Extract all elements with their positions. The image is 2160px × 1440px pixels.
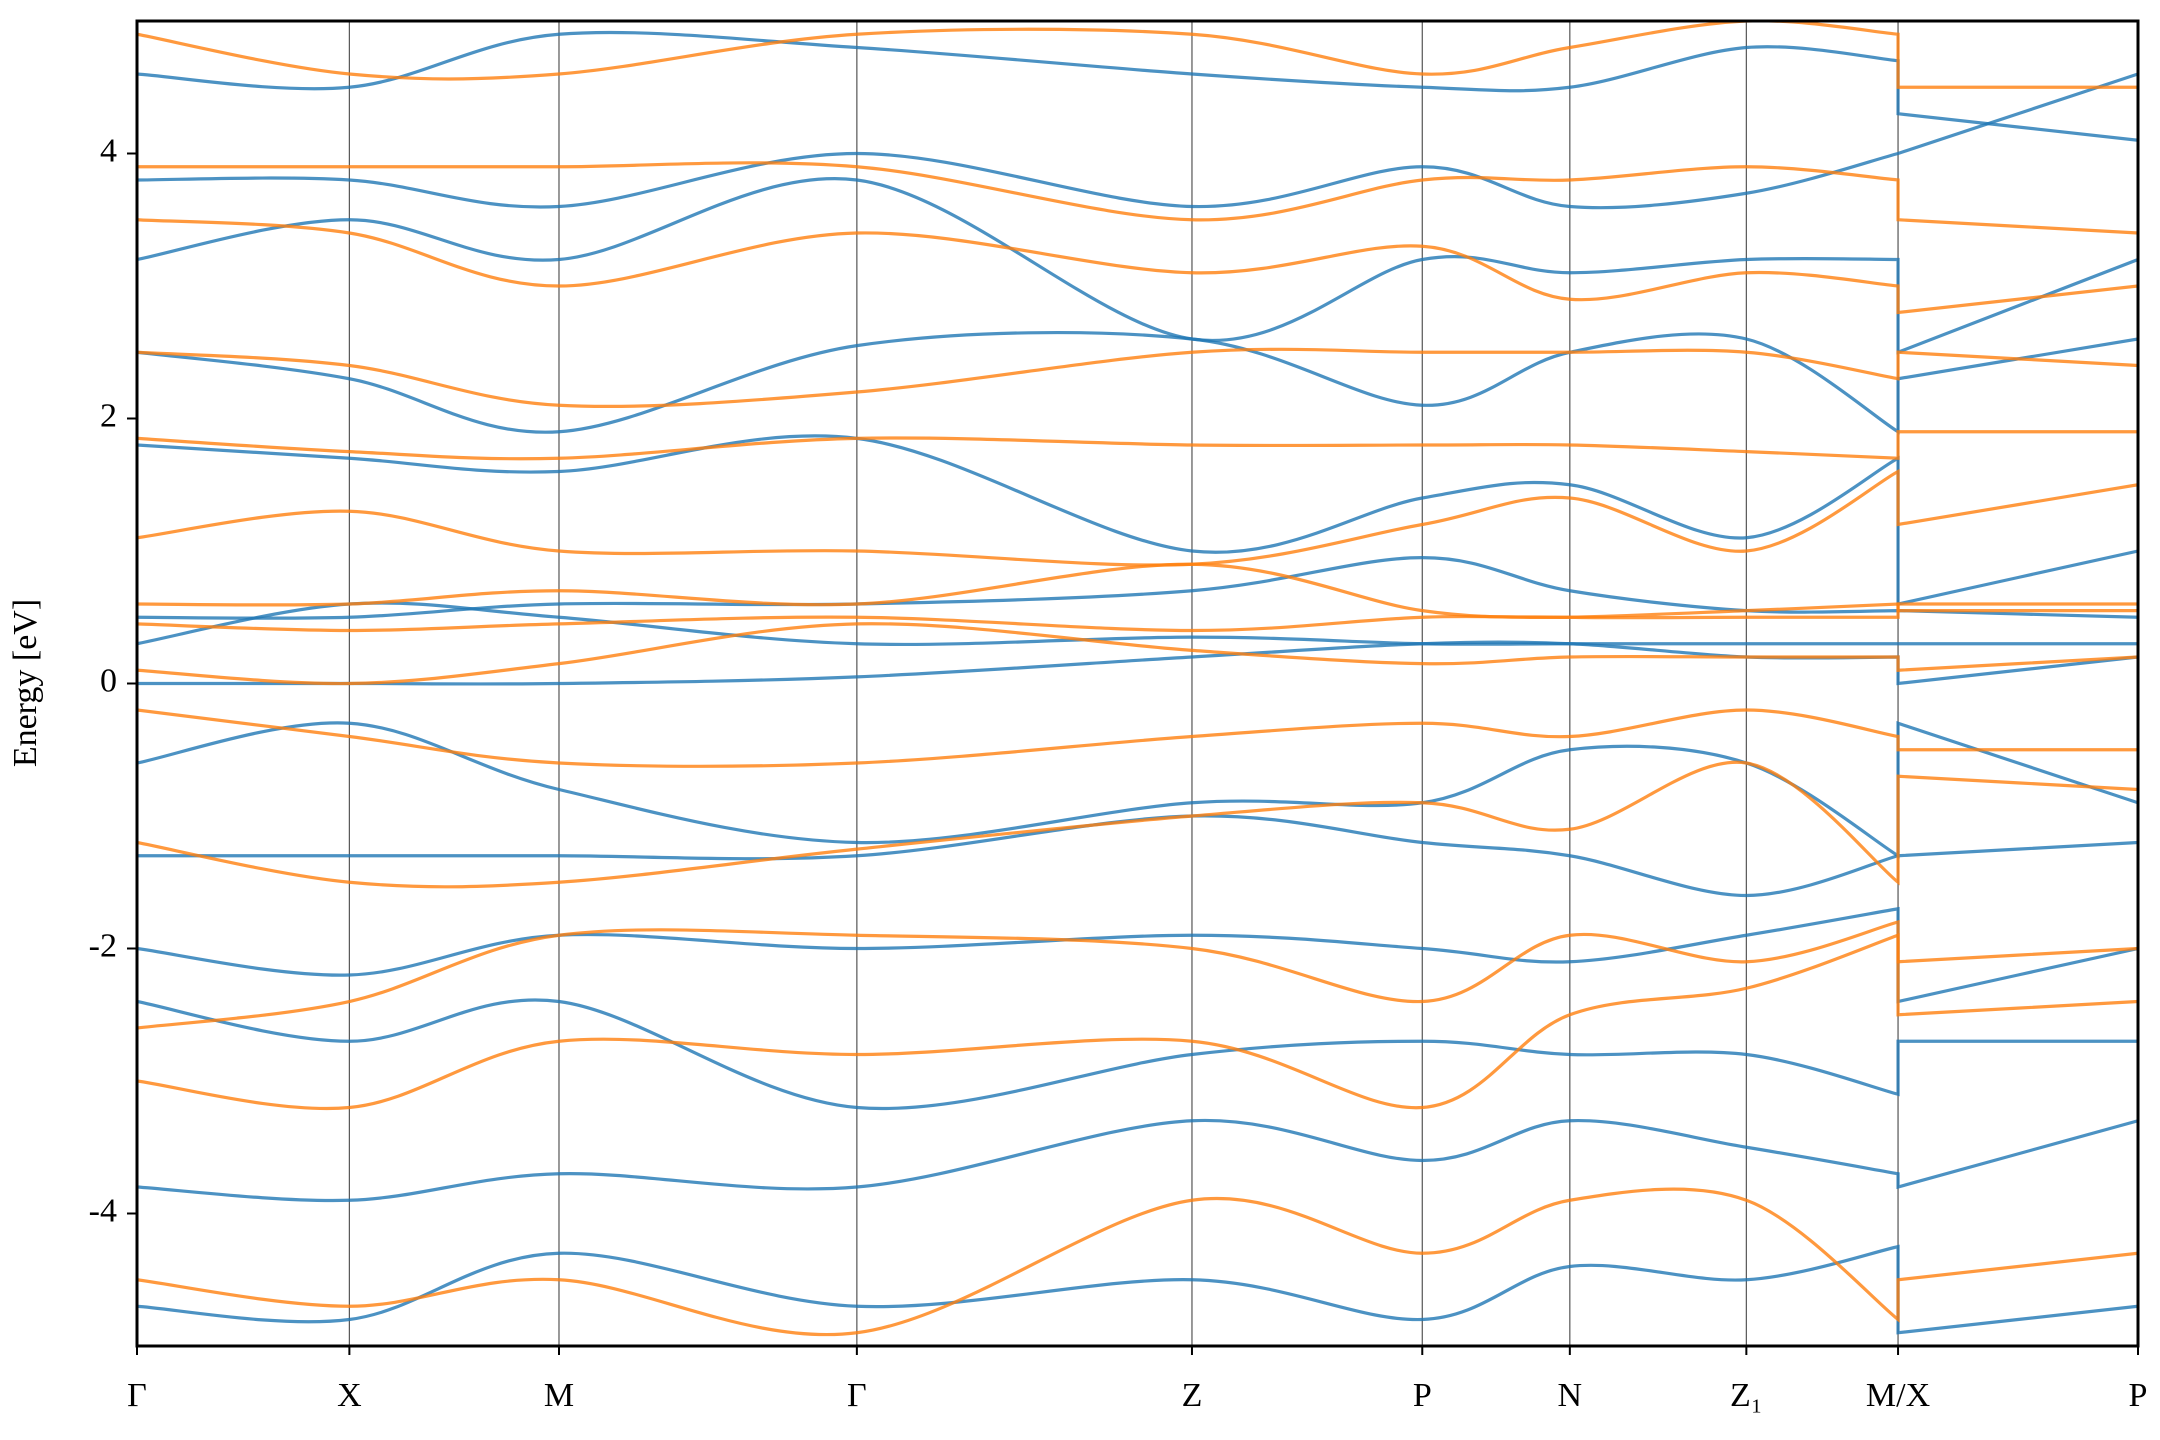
band [137, 161, 2138, 235]
band [137, 721, 2138, 859]
y-tick-label: 4 [100, 132, 117, 169]
x-tick-label: M [544, 1377, 574, 1414]
y-axis-label: Energy [eV] [7, 599, 44, 767]
band [137, 1118, 2138, 1203]
x-tick-label: Γ [847, 1377, 867, 1414]
plot-frame [135, 19, 2140, 1348]
y-tick-label: -4 [89, 1192, 117, 1229]
x-tick-label: Z [1182, 1377, 1203, 1414]
band [137, 468, 2138, 567]
band [137, 932, 2138, 1111]
x-tick-label: P [2129, 1377, 2148, 1414]
band [137, 1244, 2138, 1335]
band [137, 177, 2138, 355]
x-tick-label: Z₁ [1730, 1377, 1763, 1414]
band [137, 919, 2138, 1030]
x-tick-label: M/X [1866, 1377, 1930, 1414]
y-tick-label: 2 [100, 397, 117, 434]
band [137, 434, 2138, 606]
band [137, 998, 2138, 1111]
band [137, 30, 2138, 142]
y-tick-label: -2 [89, 927, 117, 964]
band [137, 330, 2138, 435]
x-tick-label: X [337, 1377, 362, 1414]
y-tick-label: 0 [100, 662, 117, 699]
band [137, 21, 2138, 89]
band [137, 622, 2138, 686]
band [137, 218, 2138, 315]
band [137, 556, 2138, 620]
band [137, 347, 2138, 409]
band [137, 708, 2138, 768]
band [137, 906, 2138, 1004]
band [137, 601, 2138, 647]
band [137, 72, 2138, 210]
x-tick-label: P [1413, 1377, 1432, 1414]
band [137, 430, 2138, 461]
bands [137, 21, 2138, 1346]
band [137, 760, 2138, 889]
x-tick-label: Γ [127, 1377, 147, 1414]
band [137, 602, 2138, 633]
band [137, 1187, 2138, 1337]
x-tick-label: N [1558, 1377, 1583, 1414]
band [137, 562, 2138, 620]
band [137, 814, 2138, 898]
